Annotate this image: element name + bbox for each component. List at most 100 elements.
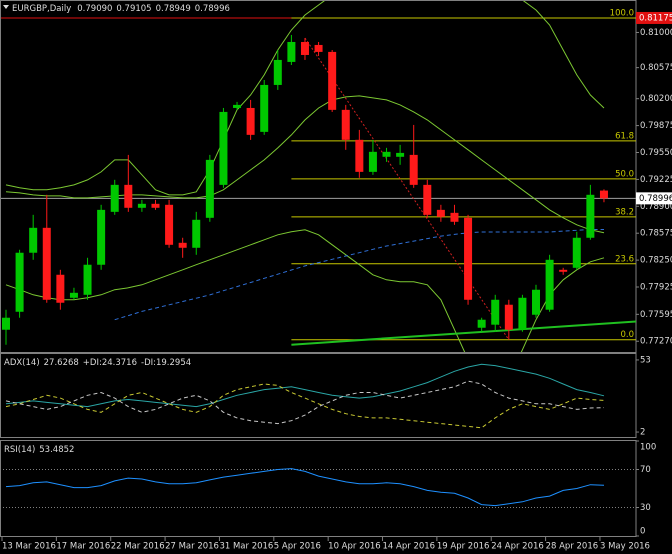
x-tick-label: 31 Mar 2016 bbox=[219, 542, 273, 552]
indicator-line bbox=[5, 380, 605, 425]
x-tick-label: 10 Apr 2016 bbox=[328, 542, 381, 552]
close-value: 0.78996 bbox=[195, 4, 230, 14]
candle-body bbox=[110, 184, 119, 212]
y-tick-label: 2 bbox=[640, 428, 645, 438]
high-value: 0.79105 bbox=[116, 4, 151, 14]
candle-body bbox=[192, 219, 201, 248]
indicator-line bbox=[5, 363, 605, 408]
candle-body bbox=[328, 51, 337, 110]
overlay-line bbox=[114, 229, 604, 321]
overlay-line bbox=[5, 229, 605, 352]
indicator-line bbox=[5, 383, 605, 429]
price-label: 0.81175 bbox=[639, 13, 672, 23]
candle-body bbox=[314, 44, 323, 52]
y-tick-label: 0.77270 bbox=[640, 337, 672, 347]
candle-body bbox=[396, 152, 405, 157]
fib-label: 38.2 bbox=[615, 207, 634, 217]
y-tick-label: 0.77925 bbox=[640, 283, 672, 293]
series-value: 27.6268 bbox=[44, 358, 79, 368]
x-tick-label: 24 Apr 2016 bbox=[491, 542, 544, 552]
candle-body bbox=[260, 84, 269, 132]
current-price-box bbox=[636, 192, 672, 205]
chart-header: EURGBP,Daily 0.79090 0.79105 0.78949 0.78996 bbox=[12, 4, 230, 14]
x-tick-label: 27 Mar 2016 bbox=[165, 542, 219, 552]
price-panel: 100.0 61.8 50.0 38.2 23.6 0.0 bbox=[1, 1, 636, 352]
open-value: 0.79090 bbox=[77, 4, 112, 14]
y-tick-label: 0.79550 bbox=[640, 148, 672, 158]
candle-body bbox=[300, 41, 309, 55]
y-tick-label: 0.78575 bbox=[640, 229, 672, 239]
candle-body bbox=[532, 289, 541, 315]
y-tick-label: 0.80200 bbox=[640, 94, 672, 104]
candle-body bbox=[178, 242, 187, 248]
candle-body bbox=[423, 184, 432, 215]
y-tick-label: 30 bbox=[640, 503, 651, 513]
trend-line bbox=[291, 320, 636, 346]
y-tick-label: 70 bbox=[640, 465, 651, 475]
candle-body bbox=[29, 227, 38, 253]
x-tick-label: 19 Apr 2016 bbox=[437, 542, 490, 552]
y-tick-label: 53 bbox=[640, 356, 651, 366]
y-tick-label: 0.77595 bbox=[640, 310, 672, 320]
indicator-name: RSI(14) bbox=[4, 445, 35, 455]
candle-body bbox=[477, 319, 486, 328]
collapse-icon bbox=[3, 5, 9, 9]
candle-body bbox=[151, 203, 160, 208]
candle-body bbox=[572, 237, 581, 268]
indicator-title: ADX(14) 27.6268 +DI:24.3716 -DI:19.2954 bbox=[4, 358, 191, 368]
y-tick-label: 0.81000 bbox=[640, 28, 672, 38]
candle-body bbox=[219, 111, 228, 185]
x-tick-label: 14 Apr 2016 bbox=[383, 542, 436, 552]
candle-body bbox=[205, 159, 214, 218]
candle-body bbox=[233, 104, 242, 108]
x-tick-label: 22 Mar 2016 bbox=[111, 542, 165, 552]
x-tick-label: 13 Mar 2016 bbox=[2, 542, 56, 552]
fib-label: 0.0 bbox=[620, 330, 634, 340]
rsi-panel bbox=[1, 468, 636, 508]
candle-body bbox=[137, 203, 146, 208]
candle-body bbox=[341, 109, 350, 140]
candle-body bbox=[69, 292, 78, 298]
candle-body bbox=[368, 151, 377, 172]
price-label-box bbox=[636, 11, 672, 24]
y-tick-label: 0.78900 bbox=[640, 202, 672, 212]
candle-body bbox=[518, 297, 527, 330]
candle-body bbox=[464, 217, 473, 300]
indicator-title: RSI(14) 53.4852 bbox=[4, 445, 74, 455]
current-price-label: 0.78996 bbox=[639, 194, 672, 204]
y-tick-label: 100 bbox=[640, 443, 656, 453]
candle-body bbox=[97, 209, 106, 265]
x-tick-label: 3 May 2016 bbox=[600, 542, 650, 552]
rsi-frame bbox=[0, 440, 637, 537]
candle-body bbox=[42, 227, 51, 300]
candle-body bbox=[586, 194, 595, 238]
y-tick-label: 0.79225 bbox=[640, 175, 672, 185]
candle-body bbox=[124, 184, 133, 208]
overlay-line bbox=[5, 1, 605, 196]
y-tick-label: 0.79875 bbox=[640, 121, 672, 131]
series-label: -DI: bbox=[141, 358, 156, 368]
adx-panel bbox=[5, 363, 605, 429]
candle-body bbox=[83, 264, 92, 295]
candle-body bbox=[545, 259, 554, 310]
candle-body bbox=[15, 252, 24, 312]
candle-body bbox=[246, 107, 255, 135]
candle-body bbox=[56, 274, 65, 303]
main-frame bbox=[0, 0, 637, 353]
candle-body bbox=[273, 59, 282, 85]
y-tick-label: 0.80575 bbox=[640, 63, 672, 73]
series-label: +DI: bbox=[83, 358, 102, 368]
candle-body bbox=[165, 204, 174, 245]
candle-body bbox=[450, 212, 459, 222]
indicator-line bbox=[5, 468, 605, 507]
candle-body bbox=[287, 41, 296, 62]
x-tick-label: 5 Apr 2016 bbox=[274, 542, 321, 552]
candle-body bbox=[2, 317, 10, 330]
axes: 0.81000 0.80575 0.80200 0.79875 0.79550 0.792… bbox=[1, 11, 672, 552]
series-value: 24.3716 bbox=[102, 358, 137, 368]
fib-label: 50.0 bbox=[615, 169, 634, 179]
adx-frame bbox=[0, 353, 637, 438]
candle-body bbox=[436, 209, 445, 217]
